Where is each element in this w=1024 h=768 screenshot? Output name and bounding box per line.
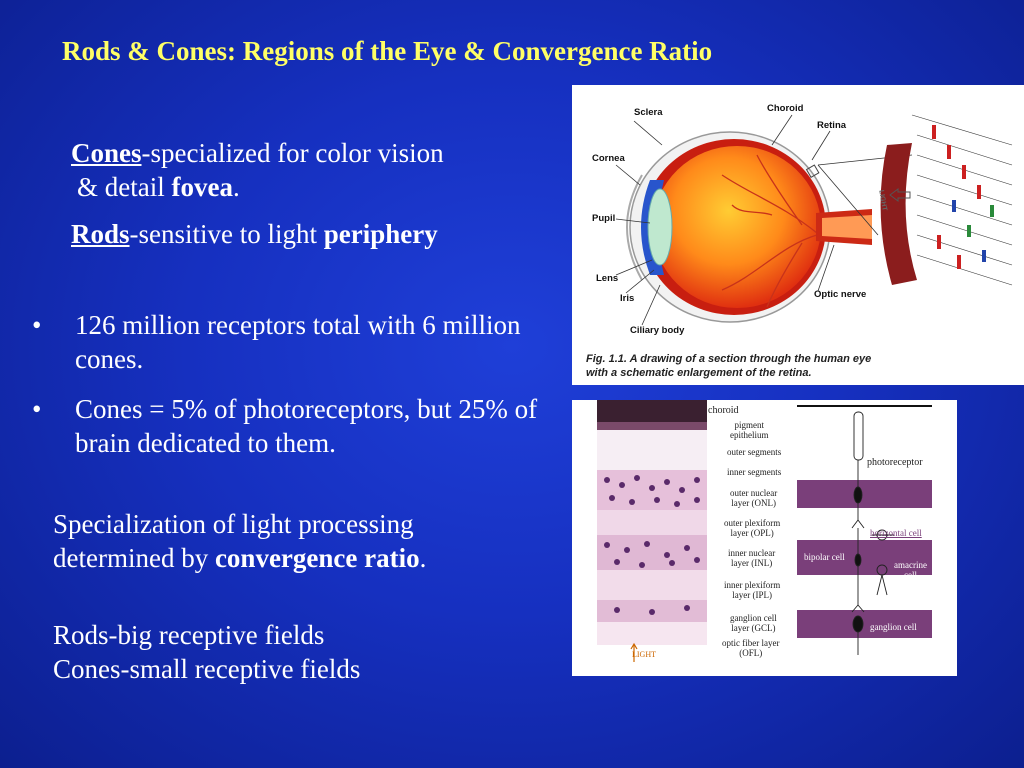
receptive-fields: Rods-big receptive fields Cones-small re… — [53, 618, 360, 686]
bullet-marker: • — [32, 394, 42, 424]
outer-segments-label: outer segments — [727, 447, 782, 457]
horizontal-cell-label: horizontal cell — [870, 528, 922, 538]
bipolar-cell-label: bipolar cell — [804, 552, 845, 562]
sclera-label: Sclera — [634, 107, 663, 118]
ciliary-body-label: Ciliary body — [630, 325, 685, 336]
bullet-text: Cones = 5% of photoreceptors, but 25% of… — [75, 394, 538, 458]
gcl-label: ganglion cell layer (GCL) — [730, 613, 777, 633]
ipl-label: inner plexiform layer (IPL) — [724, 580, 781, 600]
pupil-label: Pupil — [592, 213, 616, 224]
figure1-caption: Fig. 1.1. A drawing of a section through… — [586, 352, 871, 380]
slide-title: Rods & Cones: Regions of the Eye & Conve… — [62, 36, 713, 66]
convergence-period: . — [419, 543, 427, 573]
retina-micrograph — [597, 400, 932, 662]
rods-statement: Rods-sensitive to light periphery — [71, 217, 438, 251]
cones-description: -specialized for color vision — [141, 138, 444, 168]
inner-segments-label: inner segments — [727, 467, 782, 477]
caption-line1: Fig. 1.1. A drawing of a section through… — [586, 353, 872, 365]
lens-label: Lens — [596, 273, 619, 284]
rods-term: Rods — [71, 219, 130, 249]
cones-term: Cones — [71, 138, 142, 168]
convergence-statement: Specialization of light processing deter… — [53, 507, 426, 575]
convergence-line1: Specialization of light processing — [53, 509, 414, 539]
cones-fields: Cones-small receptive fields — [53, 654, 361, 684]
retina-layers-figure: choroid pigment epithelium outer segments… — [572, 400, 957, 676]
fig2-light-label: LIGHT — [632, 650, 656, 659]
convergence-ratio-term: convergence ratio — [214, 543, 420, 573]
onl-label: outer nuclear layer (ONL) — [730, 488, 778, 508]
iris-label: Iris — [620, 293, 635, 304]
cones-statement: Cones-specialized for color vision & det… — [71, 136, 444, 204]
ganglion-cell-label: ganglion cell — [870, 622, 917, 632]
retina-label: Retina — [817, 120, 847, 131]
opl-label: outer plexiform layer (OPL) — [724, 518, 781, 538]
cornea-label: Cornea — [592, 153, 625, 164]
convergence-line2: determined by — [53, 543, 215, 573]
cones-detail: & detail — [77, 172, 172, 202]
fovea-term: fovea — [171, 172, 233, 202]
cones-period: . — [232, 172, 240, 202]
eye-illustration — [615, 114, 1013, 326]
amacrine-cell-label: amacrine cell — [894, 560, 927, 580]
inl-label: inner nuclear layer (INL) — [728, 548, 776, 568]
optic-nerve-label: Optic nerve — [814, 289, 867, 300]
rods-description: -sensitive to light — [129, 219, 324, 249]
periphery-term: periphery — [323, 219, 438, 249]
bullet-item: • 126 million receptors total with 6 mill… — [32, 308, 562, 376]
bullet-list: • 126 million receptors total with 6 mill… — [32, 308, 562, 476]
bullet-item: • Cones = 5% of photoreceptors, but 25% o… — [32, 392, 562, 460]
photoreceptor-label: photoreceptor — [867, 457, 923, 468]
rods-fields: Rods-big receptive fields — [53, 620, 325, 650]
caption-line2: with a schematic enlargement of the reti… — [586, 367, 812, 379]
choroid-label: Choroid — [767, 103, 804, 114]
bullet-marker: • — [32, 310, 42, 340]
bullet-text: 126 million receptors total with 6 milli… — [75, 310, 521, 374]
pigment-epithelium-label: pigment epithelium — [730, 420, 769, 440]
eye-diagram-figure: Sclera Choroid Retina Cornea Pupil Lens … — [572, 85, 1024, 385]
ofl-label: optic fiber layer (OFL) — [722, 638, 780, 658]
fig2-choroid-label: choroid — [708, 405, 739, 416]
